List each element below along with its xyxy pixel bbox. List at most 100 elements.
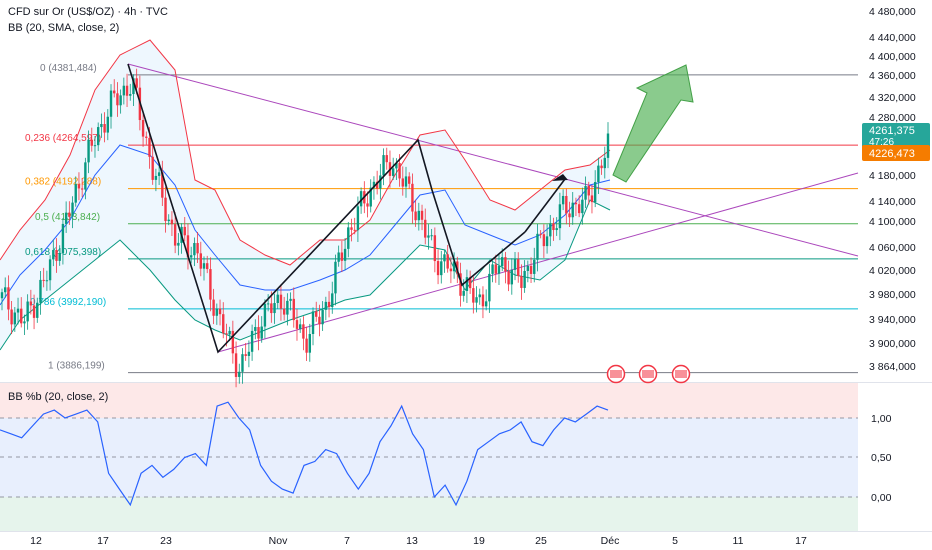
price-axis-label: 3 864,000 xyxy=(869,361,916,373)
bollinger-upper xyxy=(0,39,611,266)
candle-body xyxy=(177,242,180,246)
candle-body xyxy=(196,243,199,254)
projection-arrow[interactable] xyxy=(612,64,694,183)
candle-body xyxy=(337,252,340,262)
candle-body xyxy=(16,308,20,313)
event-flag-2[interactable] xyxy=(638,364,658,384)
price-axis-label: 4 400,000 xyxy=(869,51,916,63)
candle-body xyxy=(513,259,517,270)
candle-body xyxy=(289,298,292,301)
candle-body xyxy=(382,155,385,176)
bb-indicator-title: BB (20, SMA, close, 2) xyxy=(8,22,119,34)
price-axis-label: 4 060,000 xyxy=(869,242,916,254)
time-axis[interactable]: 12 17 23 Nov 7 13 19 25 Déc 5 11 17 xyxy=(30,535,807,547)
orange-level-value: 4226,473 xyxy=(869,148,915,160)
candle-body xyxy=(113,90,116,94)
fib-label: 0 (4381,484) xyxy=(40,63,97,74)
price-axis-label: 3 900,000 xyxy=(869,338,916,350)
candle-body xyxy=(10,309,13,325)
candle-body xyxy=(356,206,360,231)
candle-body xyxy=(440,261,443,276)
candle-body xyxy=(241,354,244,372)
candle-body xyxy=(318,316,321,325)
candle-body xyxy=(302,324,305,339)
neutral-band xyxy=(0,418,858,497)
candle-body xyxy=(148,137,151,157)
candle-body xyxy=(39,279,42,303)
candle-body xyxy=(254,327,257,331)
candle-body xyxy=(189,255,193,258)
candle-body xyxy=(536,233,539,260)
time-axis-label: 17 xyxy=(795,535,807,547)
candle-body xyxy=(584,185,587,200)
last-price-tag xyxy=(862,123,930,148)
candle-body xyxy=(132,78,135,95)
candle-body xyxy=(36,302,39,318)
candle-body xyxy=(353,229,356,231)
candle-body xyxy=(186,235,190,258)
candle-body xyxy=(286,300,289,315)
candle-body xyxy=(215,308,219,316)
price-axis-label: 4 320,000 xyxy=(869,92,916,104)
candle-body xyxy=(475,297,478,303)
candle-body xyxy=(238,371,241,377)
candle-body xyxy=(507,271,510,285)
descending-trendline[interactable] xyxy=(127,63,859,257)
candle-body xyxy=(84,162,87,190)
candle-body xyxy=(298,324,302,329)
fib-label: 0,236 (4264,597) xyxy=(25,133,101,144)
candle-body xyxy=(167,219,170,222)
candle-body xyxy=(571,202,574,218)
candle-body xyxy=(109,90,113,117)
candle-body xyxy=(164,197,167,222)
candle-body xyxy=(523,270,526,288)
candle-body xyxy=(545,236,549,247)
candle-body xyxy=(555,228,558,231)
candle-body xyxy=(257,327,260,339)
pctb-axis[interactable]: 1,00 0,50 0,00 xyxy=(871,413,892,504)
candle-body xyxy=(74,184,77,203)
candle-body xyxy=(125,85,129,96)
pctb-axis-label: 0,00 xyxy=(871,492,892,504)
time-axis-label: Déc xyxy=(601,535,620,547)
time-axis-label: 5 xyxy=(672,535,678,547)
candle-body xyxy=(517,259,520,276)
candle-body xyxy=(129,94,132,96)
candle-body xyxy=(52,249,55,260)
candle-body xyxy=(558,204,562,229)
last-price-countdown: 47:26 xyxy=(869,137,894,148)
candle-body xyxy=(7,287,10,310)
price-axis-label: 4 440,000 xyxy=(869,32,916,44)
ascending-trendline[interactable] xyxy=(217,172,859,353)
candle-body xyxy=(593,182,597,203)
candle-body xyxy=(119,95,122,106)
candle-body xyxy=(539,233,542,235)
candle-body xyxy=(77,184,81,189)
candle-body xyxy=(391,168,395,176)
candle-body xyxy=(565,195,568,214)
candle-body xyxy=(292,298,295,321)
candle-body xyxy=(433,235,437,262)
candle-body xyxy=(170,219,174,225)
candle-body xyxy=(420,210,424,220)
time-axis-label: 12 xyxy=(30,535,42,547)
zigzag-pattern[interactable] xyxy=(127,63,526,354)
candle-body xyxy=(462,291,465,296)
candle-body xyxy=(282,308,286,315)
candle-body xyxy=(151,156,154,180)
candle-body xyxy=(494,264,497,274)
candle-body xyxy=(100,124,103,128)
candle-body xyxy=(42,279,45,281)
candle-body xyxy=(273,302,276,314)
symbol-title: CFD sur Or (US$/OZ) · 4h · TVC xyxy=(8,6,168,18)
candle-body xyxy=(32,305,36,318)
candle-body xyxy=(199,253,202,269)
event-flag-1[interactable] xyxy=(606,364,626,384)
zigzag-arrow-shaft[interactable] xyxy=(524,178,566,233)
price-axis[interactable]: 4 480,000 4 440,000 4 400,000 4 360,000 4 32… xyxy=(869,6,916,373)
candle-body xyxy=(600,165,603,169)
candle-body xyxy=(359,191,363,207)
candle-body xyxy=(305,338,308,353)
event-flag-3[interactable] xyxy=(671,364,691,384)
